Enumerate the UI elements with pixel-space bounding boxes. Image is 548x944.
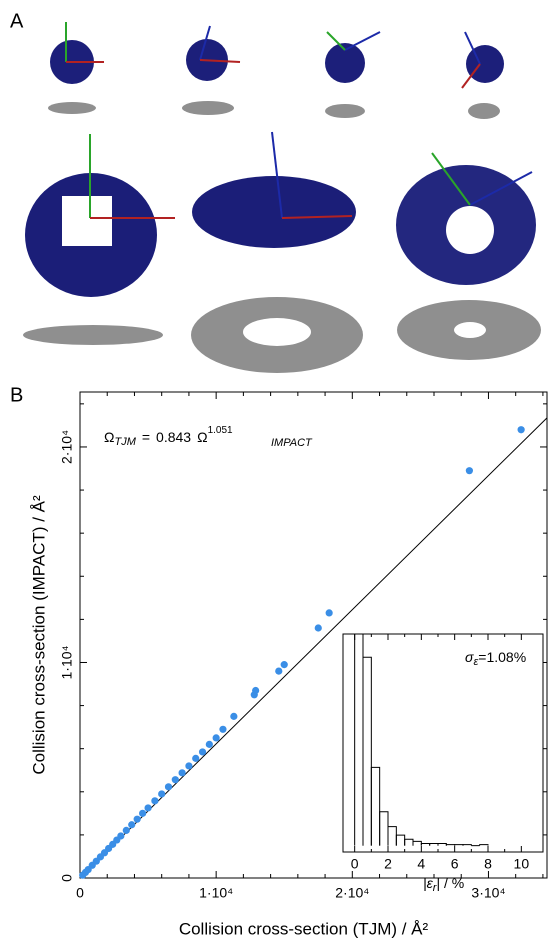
y-tick-label: 1·10⁴ <box>59 645 75 679</box>
data-point <box>172 776 179 783</box>
data-point <box>144 804 151 811</box>
data-point <box>79 872 86 879</box>
figure: A B 01·10⁴2·10⁴3·10⁴01·10⁴2·10⁴C <box>0 0 548 944</box>
data-point <box>123 827 130 834</box>
data-point <box>165 783 172 790</box>
molecule-renderings <box>23 22 541 373</box>
x-tick-label: 2 <box>384 856 392 872</box>
label-part: | / % <box>436 875 464 891</box>
data-point <box>315 624 322 631</box>
x-axis-title: Collision cross-section (TJM) / Å² <box>179 919 429 938</box>
x-tick-label: 2·10⁴ <box>335 885 369 901</box>
panel-label: A <box>10 10 24 32</box>
equation-part: Ω <box>104 429 114 445</box>
data-point <box>219 726 226 733</box>
data-point <box>281 661 288 668</box>
data-point <box>251 691 258 698</box>
data-point <box>134 816 141 823</box>
panel-label: B <box>10 384 23 406</box>
data-point <box>192 755 199 762</box>
x-tick-label: 3·10⁴ <box>471 885 505 901</box>
x-tick-label: 6 <box>451 856 459 872</box>
equation-part: IMPACT <box>271 437 313 449</box>
x-tick-label: 0 <box>351 856 359 872</box>
data-point <box>230 713 237 720</box>
data-point <box>179 769 186 776</box>
y-tick-label: 0 <box>59 874 75 882</box>
data-point <box>185 762 192 769</box>
data-point <box>151 797 158 804</box>
data-point <box>139 810 146 817</box>
data-point <box>326 609 333 616</box>
x-tick-label: 8 <box>484 856 492 872</box>
equation-part: = <box>142 429 150 445</box>
data-point <box>518 426 525 433</box>
equation-part: 1.051 <box>208 425 233 436</box>
data-point <box>213 734 220 741</box>
inset-x-title: |εr| / % <box>423 875 464 894</box>
inset-frame <box>343 634 543 852</box>
data-point <box>206 741 213 748</box>
equation-part: TJM <box>114 436 136 448</box>
x-tick-label: 0 <box>76 885 84 901</box>
equation-part: Ω <box>197 429 207 445</box>
x-tick-label: 1·10⁴ <box>199 885 233 901</box>
data-point <box>199 748 206 755</box>
equation-part: 0.843 <box>156 429 191 445</box>
y-axis-title: Collision cross-section (IMPACT) / Å² <box>29 495 48 775</box>
label-part: =1.08% <box>478 649 526 665</box>
data-point <box>466 467 473 474</box>
data-point <box>128 821 135 828</box>
y-tick-label: 2·10⁴ <box>59 430 75 464</box>
x-tick-label: 4 <box>417 856 425 872</box>
x-tick-label: 10 <box>514 856 530 872</box>
data-point <box>275 667 282 674</box>
data-point <box>158 790 165 797</box>
